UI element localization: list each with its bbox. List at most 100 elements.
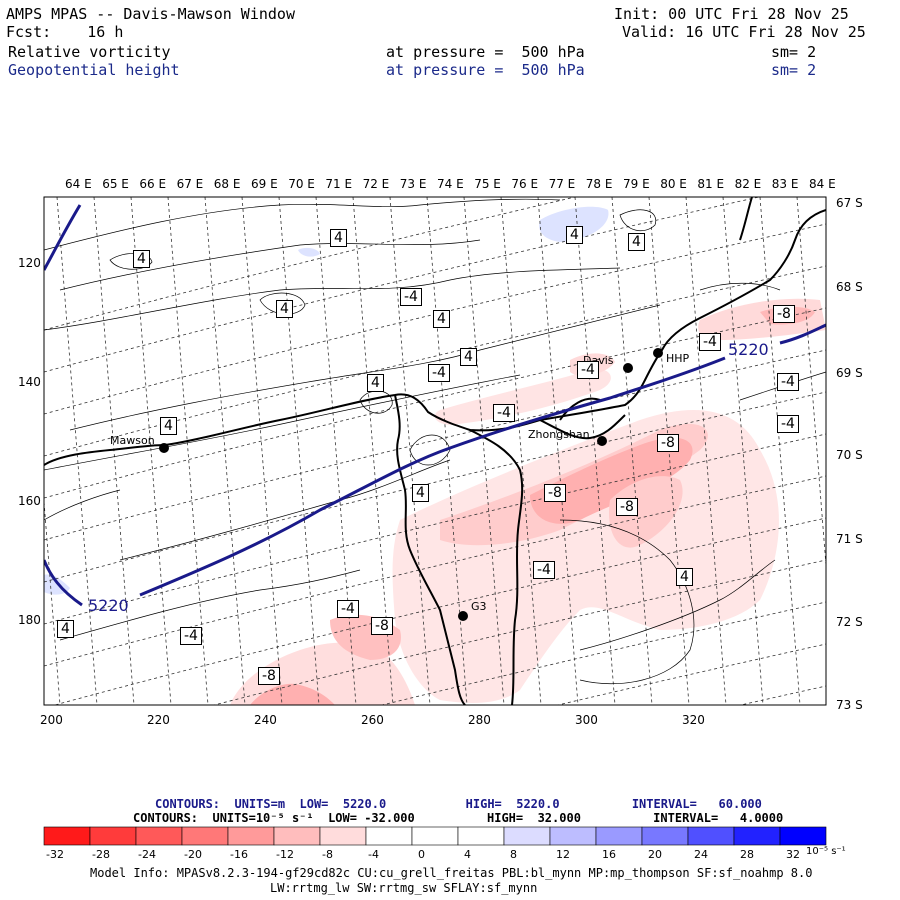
colorbar-swatch — [733, 826, 781, 846]
meridian-line — [93, 197, 135, 705]
model-info-line1: Model Info: MPASv8.2.3-194-gf29cd82c CU:… — [90, 866, 813, 880]
station-dot-hhp — [653, 348, 663, 358]
x-tick-label: 280 — [468, 713, 491, 727]
latitude-label: 73 S — [836, 698, 863, 712]
colorbar-swatch — [227, 826, 275, 846]
colorbar-swatch — [319, 826, 367, 846]
field1-name: Relative vorticity — [8, 43, 171, 61]
colorbar-tick-label: -8 — [322, 848, 333, 861]
meridian-line — [44, 496, 61, 705]
meridian-line — [759, 197, 801, 705]
vorticity-contour-label: 4 — [412, 484, 429, 502]
colorbar-tick-label: 28 — [740, 848, 754, 861]
station-label-hhp: HHP — [666, 352, 690, 365]
vorticity-contours — [44, 198, 826, 685]
latitude-label: 69 S — [836, 366, 863, 380]
vorticity-contour-label: 4 — [330, 229, 347, 247]
longitude-label: 83 E — [771, 177, 799, 191]
colorbar-tick-label: 24 — [694, 848, 708, 861]
longitude-label: 72 E — [362, 177, 390, 191]
vorticity-shade — [250, 683, 335, 705]
vorticity-contour-label: -8 — [773, 305, 795, 323]
latitude-label: 68 S — [836, 280, 863, 294]
colorbar-swatch — [43, 826, 91, 846]
colorbar-tick-label: -4 — [368, 848, 379, 861]
longitude-label: 81 E — [697, 177, 725, 191]
vorticity-shade — [392, 410, 779, 703]
vorticity-contour-label: 4 — [628, 233, 645, 251]
longitude-label: 74 E — [437, 177, 464, 191]
meridian-line — [352, 197, 394, 705]
vorticity-contour-label: -4 — [400, 288, 422, 306]
station-dot-mawson — [159, 443, 169, 453]
station-dot-davis — [623, 363, 633, 373]
station-dot-zhongshan — [597, 436, 607, 446]
colorbar-tick-label: 20 — [648, 848, 662, 861]
vorticity-contour-label: -4 — [777, 415, 799, 433]
colorbar-swatch — [365, 826, 413, 846]
vorticity-contour-label: -8 — [657, 434, 679, 452]
longitude-label: 71 E — [325, 177, 353, 191]
init-time: Init: 00 UTC Fri 28 Nov 25 — [614, 5, 849, 23]
longitude-label: 84 E — [809, 177, 836, 191]
vorticity-contour-label: 4 — [433, 310, 450, 328]
model-info-line2: LW:rrtmg_lw SW:rrtmg_sw SFLAY:sf_mynn — [270, 881, 538, 895]
vorticity-contour-label: -4 — [428, 364, 450, 382]
longitude-label: 73 E — [399, 177, 427, 191]
height-contour-5220 — [44, 204, 826, 607]
meridian-line — [167, 197, 209, 705]
x-tick-label: 220 — [147, 713, 170, 727]
colorbar-swatch — [687, 826, 735, 846]
colorbar-swatch — [549, 826, 597, 846]
longitude-label: 80 E — [660, 177, 687, 191]
field2-sm: sm= 2 — [771, 61, 817, 79]
vorticity-contour-label: -4 — [777, 373, 799, 391]
meridian-line — [315, 197, 357, 705]
longitude-label: 68 E — [213, 177, 241, 191]
parallel-line — [44, 265, 826, 457]
parallel-line — [44, 391, 826, 583]
vorticity-contour-label: 4 — [133, 250, 150, 268]
colorbar-unit: 10⁻⁵ s⁻¹ — [806, 846, 846, 857]
field1-pressure: at pressure = 500 hPa — [386, 43, 585, 61]
parallel-line — [212, 559, 826, 705]
vorticity-shade — [609, 476, 683, 548]
vorticity-contour-label: 4 — [676, 568, 693, 586]
map-title: AMPS MPAS -- Davis-Mawson Window — [6, 5, 295, 23]
meridian-line — [574, 197, 616, 705]
valid-time: Valid: 16 UTC Fri 28 Nov 25 — [622, 23, 866, 41]
meridian-line — [871, 197, 900, 705]
colorbar-swatch — [89, 826, 137, 846]
parallel-line — [44, 433, 826, 625]
longitude-label: 77 E — [548, 177, 576, 191]
meridian-line — [685, 197, 727, 705]
vorticity-contour-label: 4 — [160, 417, 177, 435]
height-contour-label: 5220 — [88, 596, 129, 615]
x-tick-label: 260 — [361, 713, 384, 727]
latitude-label: 70 S — [836, 448, 863, 462]
colorbar-swatch — [595, 826, 643, 846]
latitude-label: 71 S — [836, 532, 863, 546]
vorticity-contour-label: 4 — [460, 348, 477, 366]
vorticity-contour-label: -4 — [577, 361, 599, 379]
longitude-label: 70 E — [288, 177, 315, 191]
y-tick-label: 120 — [18, 256, 41, 270]
x-tick-label: 240 — [254, 713, 277, 727]
parallel-line — [44, 197, 577, 331]
colorbar-tick-label: -20 — [184, 848, 202, 861]
vorticity-contour-label: 4 — [57, 620, 74, 638]
y-tick-label: 160 — [18, 494, 41, 508]
colorbar-swatch — [411, 826, 459, 846]
colorbar-tick-label: -16 — [230, 848, 248, 861]
vorticity-contour-label: -4 — [533, 561, 555, 579]
vorticity-contour-label: -8 — [616, 498, 638, 516]
meridian-line — [426, 197, 468, 705]
contour-info-vorticity: CONTOURS: UNITS=10⁻⁵ s⁻¹ LOW= -32.000 HI… — [133, 811, 784, 825]
longitude-label: 75 E — [474, 177, 501, 191]
longitude-label: 69 E — [251, 177, 278, 191]
x-tick-label: 320 — [682, 713, 705, 727]
x-tick-label: 300 — [575, 713, 598, 727]
station-label-g3: G3 — [471, 600, 487, 613]
colorbar-tick-label: 12 — [556, 848, 570, 861]
